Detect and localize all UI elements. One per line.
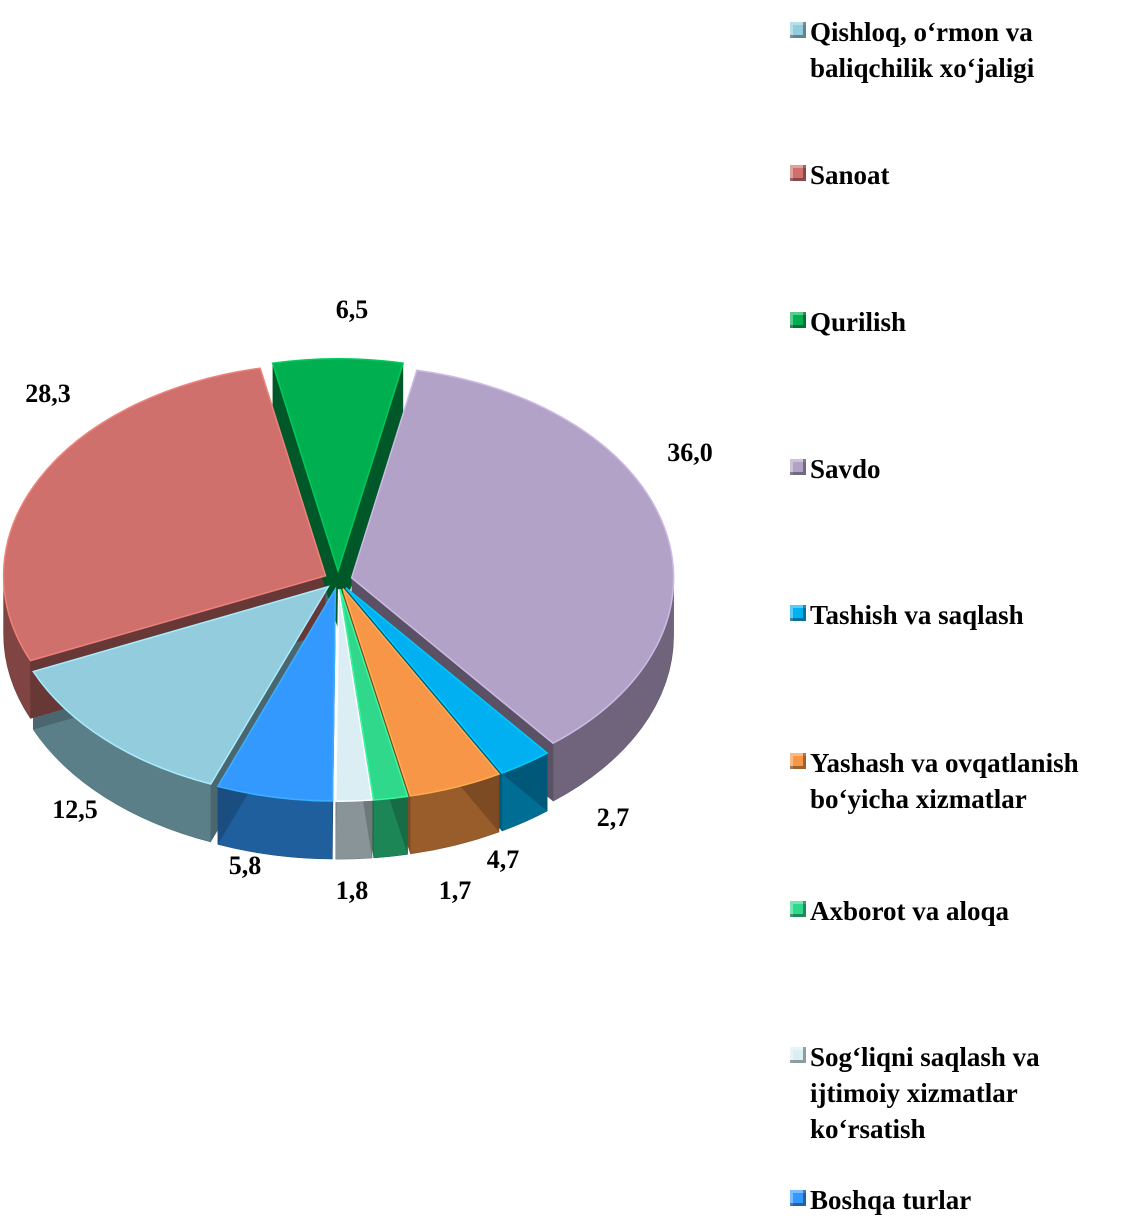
value-label: 36,0 (667, 438, 713, 467)
legend-label: Sanoat (810, 160, 890, 190)
value-label: 4,7 (487, 845, 520, 874)
slice (350, 369, 675, 745)
legend-swatch (790, 753, 806, 769)
value-label: 2,7 (597, 803, 630, 832)
legend-swatch (790, 165, 806, 181)
legend-label: Qishloq, o‘rmon va baliqchilik xo‘jaligi (810, 17, 1035, 83)
slice (216, 586, 337, 802)
value-label: 6,5 (336, 295, 369, 324)
legend-item: Axborot va aloqa (790, 893, 1130, 929)
legend-item: Sanoat (790, 157, 1130, 193)
legend-item: Qurilish (790, 304, 1130, 340)
legend-label: Qurilish (810, 307, 907, 337)
slice (339, 588, 409, 801)
legend-item: Sog‘liqni saqlash va ijtimoiy xizmatlar … (790, 1039, 1130, 1147)
slice (271, 358, 405, 574)
legend-swatch (790, 22, 806, 38)
legend-label: Tashish va saqlash (810, 600, 1024, 630)
chart: 12,5 28,3 6,5 36,0 2,7 4,7 1,7 1,8 5,8 (2, 295, 713, 905)
legend-item: Qishloq, o‘rmon va baliqchilik xo‘jaligi (790, 14, 1130, 86)
legend-label: Yashash va ovqatlanish bo‘yicha xizmatla… (810, 748, 1079, 814)
slice (32, 585, 330, 785)
value-label: 5,8 (229, 851, 262, 880)
legend-swatch (790, 901, 806, 917)
legend-item: Boshqa turlar (790, 1182, 1130, 1218)
value-label: 1,8 (336, 876, 369, 905)
legend-swatch (790, 459, 806, 475)
legend-label: Savdo (810, 454, 881, 484)
legend-swatch (790, 1190, 806, 1206)
slice (2, 367, 327, 662)
value-label: 28,3 (25, 379, 71, 408)
legend-swatch (790, 605, 806, 621)
value-label: 12,5 (52, 795, 98, 824)
legend-swatch (790, 312, 806, 328)
legend-label: Axborot va aloqa (810, 896, 1010, 926)
slice (342, 588, 501, 797)
legend-item: Tashish va saqlash (790, 597, 1130, 633)
slice (345, 587, 549, 774)
slice (334, 589, 373, 802)
legend-label: Sog‘liqni saqlash va ijtimoiy xizmatlar … (810, 1042, 1040, 1144)
legend-item: Yashash va ovqatlanish bo‘yicha xizmatla… (790, 745, 1130, 817)
slice-cut (337, 363, 404, 629)
legend-swatch (790, 1047, 806, 1063)
value-label: 1,7 (439, 876, 472, 905)
legend-label: Boshqa turlar (810, 1185, 972, 1215)
legend-item: Savdo (790, 451, 1130, 487)
